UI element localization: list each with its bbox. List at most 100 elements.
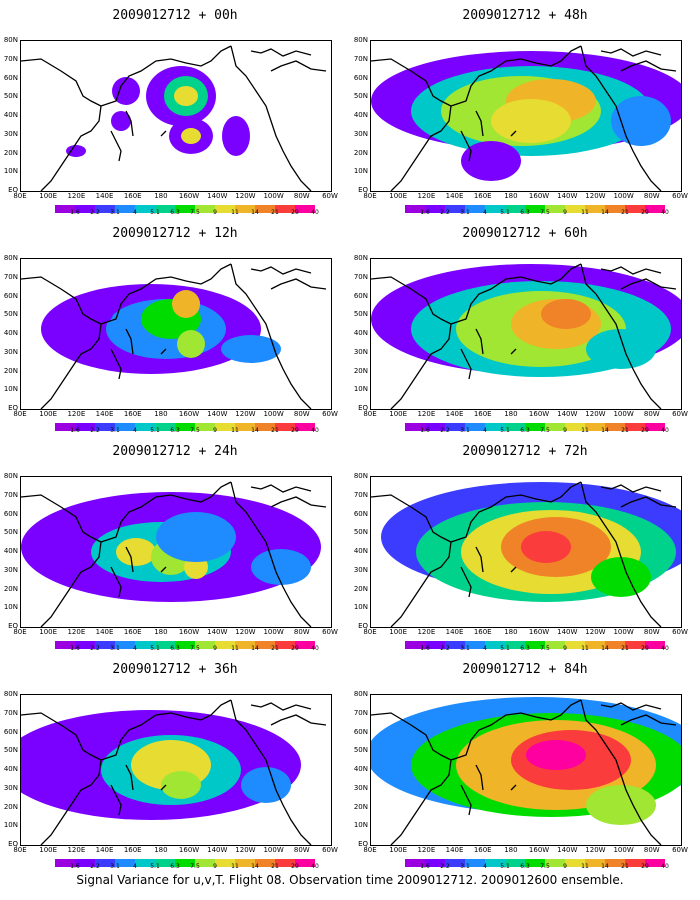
colorbar-swatch xyxy=(445,641,465,649)
coastline xyxy=(371,263,677,409)
colorbar-swatch xyxy=(485,423,505,431)
colorbar-swatch xyxy=(75,423,95,431)
lat-label: EQ xyxy=(358,840,368,848)
lon-label: 120E xyxy=(67,628,86,636)
colorbar-label: 1.6 xyxy=(70,645,80,652)
colorbar-swatch xyxy=(275,859,295,867)
lat-label: EQ xyxy=(8,186,18,194)
lat-label: 50N xyxy=(3,92,18,101)
colorbar-swatch xyxy=(175,205,195,213)
colorbar-label: 29 xyxy=(291,209,299,216)
colorbar-swatch xyxy=(215,205,235,213)
map-panel-72h: 2009012712 + 72h 80N 70N 60N 50N 40N 30N 20N 10N… xyxy=(350,436,700,654)
lon-label: 140E xyxy=(445,410,464,418)
lat-label: 20N xyxy=(353,148,368,157)
colorbar-label: 11 xyxy=(231,863,239,870)
lon-label: 100W xyxy=(263,628,284,636)
colorbar-swatch xyxy=(505,423,525,431)
lat-label: 40N xyxy=(353,547,368,555)
colorbar-label: 14 xyxy=(251,645,259,652)
colorbar-label: 29 xyxy=(641,209,649,216)
colorbar-label: 4 xyxy=(133,427,137,434)
colorbar-swatch xyxy=(545,423,565,431)
colorbar-swatch xyxy=(585,859,605,867)
lat-label: 70N xyxy=(353,708,368,717)
colorbar-label: 21 xyxy=(271,427,279,434)
colorbar-label: 40 xyxy=(311,863,319,870)
colorbar-swatch xyxy=(135,859,155,867)
colorbar-swatch xyxy=(565,205,585,213)
variance-contour xyxy=(241,767,291,803)
colorbar-swatch xyxy=(95,641,115,649)
colorbar-label: 9 xyxy=(213,863,217,870)
colorbar-swatch xyxy=(75,205,95,213)
panel-title: 2009012712 + 36h xyxy=(112,662,238,677)
lon-label: 80E xyxy=(363,192,377,200)
lat-label: 80N xyxy=(353,254,368,262)
colorbar-swatch xyxy=(235,205,255,213)
colorbar-swatch xyxy=(485,205,505,213)
lon-label: 60W xyxy=(322,410,338,418)
lat-label: 30N xyxy=(353,783,368,792)
lon-label: 100E xyxy=(389,628,408,636)
colorbar-label: 3.1 xyxy=(460,209,470,216)
lat-label: 20N xyxy=(353,366,368,375)
colorbar-label: 40 xyxy=(661,427,669,434)
colorbar-label: 40 xyxy=(311,209,319,216)
colorbar-label: 5.1 xyxy=(150,645,160,652)
colorbar-swatch xyxy=(525,859,545,867)
colorbar-swatch xyxy=(175,859,195,867)
panel-title: 2009012712 + 48h xyxy=(462,8,588,23)
colorbar-label: 3.1 xyxy=(110,863,120,870)
lat-label: 30N xyxy=(353,129,368,138)
colorbar-label: 6.3 xyxy=(520,209,530,216)
map-panel-48h: 2009012712 + 48h 80N 70N 60N 50N 40N 30N 20N 10N… xyxy=(350,0,700,218)
variance-contour xyxy=(586,785,656,825)
colorbar-swatch xyxy=(625,859,645,867)
colorbar-swatch xyxy=(95,423,115,431)
lat-label: 10N xyxy=(3,385,18,394)
colorbar-label: 7.5 xyxy=(540,209,550,216)
lon-label: 160E xyxy=(123,410,142,418)
colorbar-swatch xyxy=(405,205,425,213)
colorbar-swatch xyxy=(155,859,175,867)
colorbar-label: 6.3 xyxy=(170,427,180,434)
colorbar-swatch xyxy=(215,423,235,431)
colorbar-swatch xyxy=(545,641,565,649)
lon-label: 140W xyxy=(207,192,228,200)
colorbar-label: 14 xyxy=(251,863,259,870)
colorbar-label: 7.5 xyxy=(540,863,550,870)
colorbar-swatch xyxy=(195,641,215,649)
colorbar-swatch xyxy=(465,205,485,213)
colorbar-label: 9 xyxy=(213,427,217,434)
lon-label: 120W xyxy=(585,628,606,636)
colorbar-swatch xyxy=(55,859,75,867)
lon-label: 80W xyxy=(293,192,310,200)
variance-contour xyxy=(591,557,651,597)
colorbar-label: 21 xyxy=(621,427,629,434)
colorbar-swatch xyxy=(525,205,545,213)
lat-label: 60N xyxy=(353,509,368,518)
lon-label: 160W xyxy=(528,410,550,418)
map-area xyxy=(370,476,682,628)
colorbar-label: 7.5 xyxy=(540,427,550,434)
colorbar-swatch xyxy=(235,859,255,867)
coastline xyxy=(21,481,327,627)
colorbar-label: 4 xyxy=(483,645,487,652)
colorbar-label: 7.5 xyxy=(190,427,200,434)
map-area xyxy=(20,258,332,410)
lat-label: 70N xyxy=(353,54,368,63)
colorbar-swatch xyxy=(215,859,235,867)
colorbar-swatch xyxy=(565,423,585,431)
lon-label: 140E xyxy=(445,628,464,636)
lon-label: 60W xyxy=(672,410,688,418)
colorbar-swatch xyxy=(645,423,665,431)
colorbar-swatch xyxy=(465,641,485,649)
lon-label: 160E xyxy=(473,192,492,200)
colorbar-label: 9 xyxy=(563,863,567,870)
colorbar-label: 14 xyxy=(251,427,259,434)
lon-label: 120W xyxy=(235,192,256,200)
map-area xyxy=(20,40,332,192)
lon-label: 140W xyxy=(557,410,578,418)
lon-label: 100E xyxy=(39,628,58,636)
